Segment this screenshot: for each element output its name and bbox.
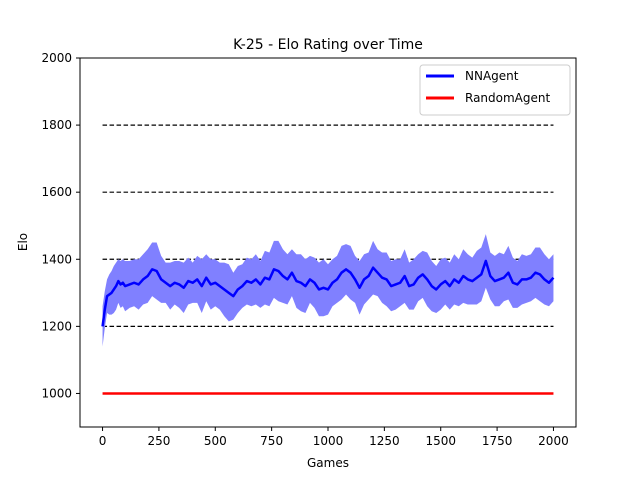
- x-tick-label-500: 500: [204, 434, 227, 448]
- x-tick-label-0: 0: [99, 434, 107, 448]
- plot-area: 0 250 500 750 1000 1250 1500 1750 2000 1000 1200 14…: [41, 51, 577, 448]
- x-tick-label-1500: 1500: [425, 434, 456, 448]
- chart-title: K-25 - Elo Rating over Time: [233, 37, 423, 53]
- x-tick-label-2000: 2000: [538, 434, 569, 448]
- legend-label-randomagent: RandomAgent: [465, 91, 550, 105]
- y-tick-label-1400: 1400: [41, 252, 72, 266]
- legend-label-nnagent: NNAgent: [465, 69, 519, 83]
- x-tick-label-1000: 1000: [313, 434, 344, 448]
- legend: NNAgent RandomAgent: [419, 64, 571, 116]
- y-tick-label-1600: 1600: [41, 185, 72, 199]
- legend-box: [419, 64, 571, 116]
- y-axis-label: Elo: [16, 233, 30, 251]
- y-tick-label-1800: 1800: [41, 118, 72, 132]
- x-tick-label-1750: 1750: [482, 434, 513, 448]
- x-tick-label-250: 250: [147, 434, 170, 448]
- y-tick-label-1000: 1000: [41, 386, 72, 400]
- y-tick-label-1200: 1200: [41, 319, 72, 333]
- series-line-nnagent: [101, 259, 555, 327]
- x-tick-label-1250: 1250: [369, 434, 400, 448]
- x-axis-label: Games: [307, 456, 349, 470]
- y-tick-label-2000: 2000: [41, 51, 72, 65]
- x-tick-label-750: 750: [260, 434, 283, 448]
